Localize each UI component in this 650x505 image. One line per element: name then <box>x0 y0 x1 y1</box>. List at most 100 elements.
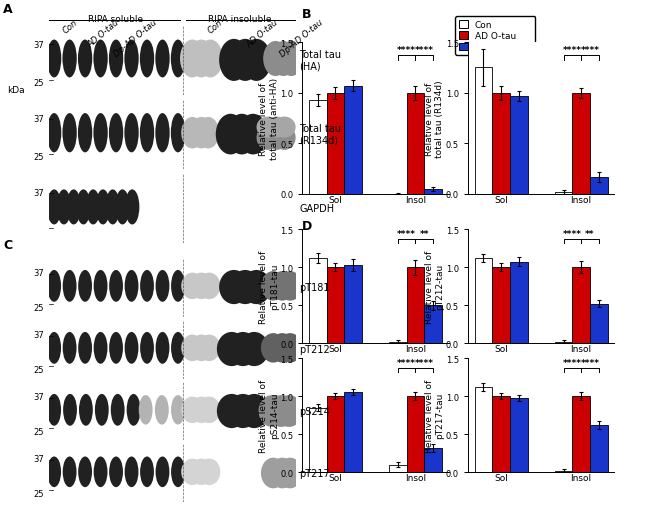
Ellipse shape <box>198 40 223 78</box>
Ellipse shape <box>242 40 271 82</box>
Text: Dp-AD O-tau: Dp-AD O-tau <box>112 18 159 59</box>
Ellipse shape <box>109 114 124 153</box>
Ellipse shape <box>198 397 220 423</box>
Ellipse shape <box>216 115 246 155</box>
Ellipse shape <box>270 458 294 488</box>
Ellipse shape <box>180 40 205 78</box>
Ellipse shape <box>274 117 296 138</box>
Text: 25: 25 <box>33 304 44 313</box>
Bar <box>344 393 362 472</box>
Ellipse shape <box>198 335 220 362</box>
Y-axis label: Relative level of
pT212-tau: Relative level of pT212-tau <box>425 250 445 323</box>
Bar <box>474 259 492 343</box>
Bar <box>309 259 326 343</box>
Bar <box>424 448 442 472</box>
Ellipse shape <box>278 272 302 301</box>
Text: 37: 37 <box>32 41 44 50</box>
Bar <box>389 342 407 343</box>
Bar <box>554 471 573 472</box>
Bar <box>573 93 590 194</box>
Ellipse shape <box>171 114 185 153</box>
Ellipse shape <box>219 40 249 82</box>
Ellipse shape <box>239 332 269 367</box>
Ellipse shape <box>198 273 220 299</box>
Text: RIPA soluble: RIPA soluble <box>88 15 144 24</box>
Y-axis label: Relative level of
total tau (anti-HA): Relative level of total tau (anti-HA) <box>259 78 279 160</box>
Ellipse shape <box>109 332 123 364</box>
Ellipse shape <box>62 40 77 78</box>
Ellipse shape <box>140 457 154 487</box>
Ellipse shape <box>217 332 246 367</box>
Bar <box>407 93 424 194</box>
Legend: Con, AD O-tau, Dp-AD O-tau: Con, AD O-tau, Dp-AD O-tau <box>455 17 536 56</box>
Text: AD O-tau: AD O-tau <box>86 18 122 49</box>
Ellipse shape <box>125 270 138 302</box>
Y-axis label: Relative level of
total tau (R134d): Relative level of total tau (R134d) <box>425 80 445 158</box>
Ellipse shape <box>94 332 107 364</box>
Ellipse shape <box>94 40 108 78</box>
Ellipse shape <box>94 457 107 487</box>
Text: A: A <box>3 3 13 16</box>
Text: 37: 37 <box>32 330 44 339</box>
Ellipse shape <box>190 335 213 362</box>
Text: D: D <box>302 220 313 233</box>
Ellipse shape <box>155 332 170 364</box>
Y-axis label: Relative level of
pS214-tau: Relative level of pS214-tau <box>259 379 279 452</box>
Ellipse shape <box>105 190 120 225</box>
Bar <box>573 268 590 343</box>
Ellipse shape <box>278 333 302 363</box>
Ellipse shape <box>261 458 285 488</box>
Ellipse shape <box>198 459 220 485</box>
Ellipse shape <box>181 459 203 485</box>
Ellipse shape <box>228 332 258 367</box>
Ellipse shape <box>155 114 170 153</box>
Text: kDa: kDa <box>7 86 25 95</box>
Ellipse shape <box>125 332 138 364</box>
Bar <box>326 396 344 472</box>
Text: ****: **** <box>580 359 599 368</box>
Ellipse shape <box>94 114 108 153</box>
Text: GAPDH: GAPDH <box>299 204 334 214</box>
Ellipse shape <box>78 270 92 302</box>
Bar <box>344 266 362 343</box>
Bar <box>510 398 528 472</box>
Bar <box>510 263 528 343</box>
Ellipse shape <box>181 397 203 423</box>
Bar <box>309 100 326 194</box>
Text: 25: 25 <box>33 79 44 88</box>
Ellipse shape <box>219 270 249 305</box>
Text: B: B <box>302 8 312 21</box>
Text: ****: **** <box>563 230 582 239</box>
Bar <box>492 396 510 472</box>
Ellipse shape <box>271 42 296 77</box>
Ellipse shape <box>181 335 203 362</box>
Text: ****: **** <box>397 46 416 55</box>
Ellipse shape <box>57 190 71 225</box>
Ellipse shape <box>140 270 154 302</box>
Ellipse shape <box>171 270 185 302</box>
Ellipse shape <box>190 397 213 423</box>
Text: 25: 25 <box>33 153 44 162</box>
Ellipse shape <box>96 190 110 225</box>
Ellipse shape <box>155 457 170 487</box>
Ellipse shape <box>124 40 138 78</box>
Text: Dp-AD O-tau: Dp-AD O-tau <box>278 18 324 59</box>
Ellipse shape <box>47 114 61 153</box>
Ellipse shape <box>111 394 125 426</box>
Ellipse shape <box>86 190 100 225</box>
Text: ****: **** <box>415 46 434 55</box>
Ellipse shape <box>124 114 138 153</box>
Ellipse shape <box>109 457 123 487</box>
Text: 25: 25 <box>33 427 44 436</box>
Ellipse shape <box>190 459 213 485</box>
Ellipse shape <box>47 394 61 426</box>
Bar <box>407 268 424 343</box>
Ellipse shape <box>197 118 219 149</box>
Ellipse shape <box>227 115 257 155</box>
Text: ****: **** <box>563 359 582 368</box>
Ellipse shape <box>140 332 154 364</box>
Ellipse shape <box>62 114 77 153</box>
Text: pT217: pT217 <box>299 468 330 478</box>
Ellipse shape <box>171 332 185 364</box>
Bar <box>309 408 326 472</box>
